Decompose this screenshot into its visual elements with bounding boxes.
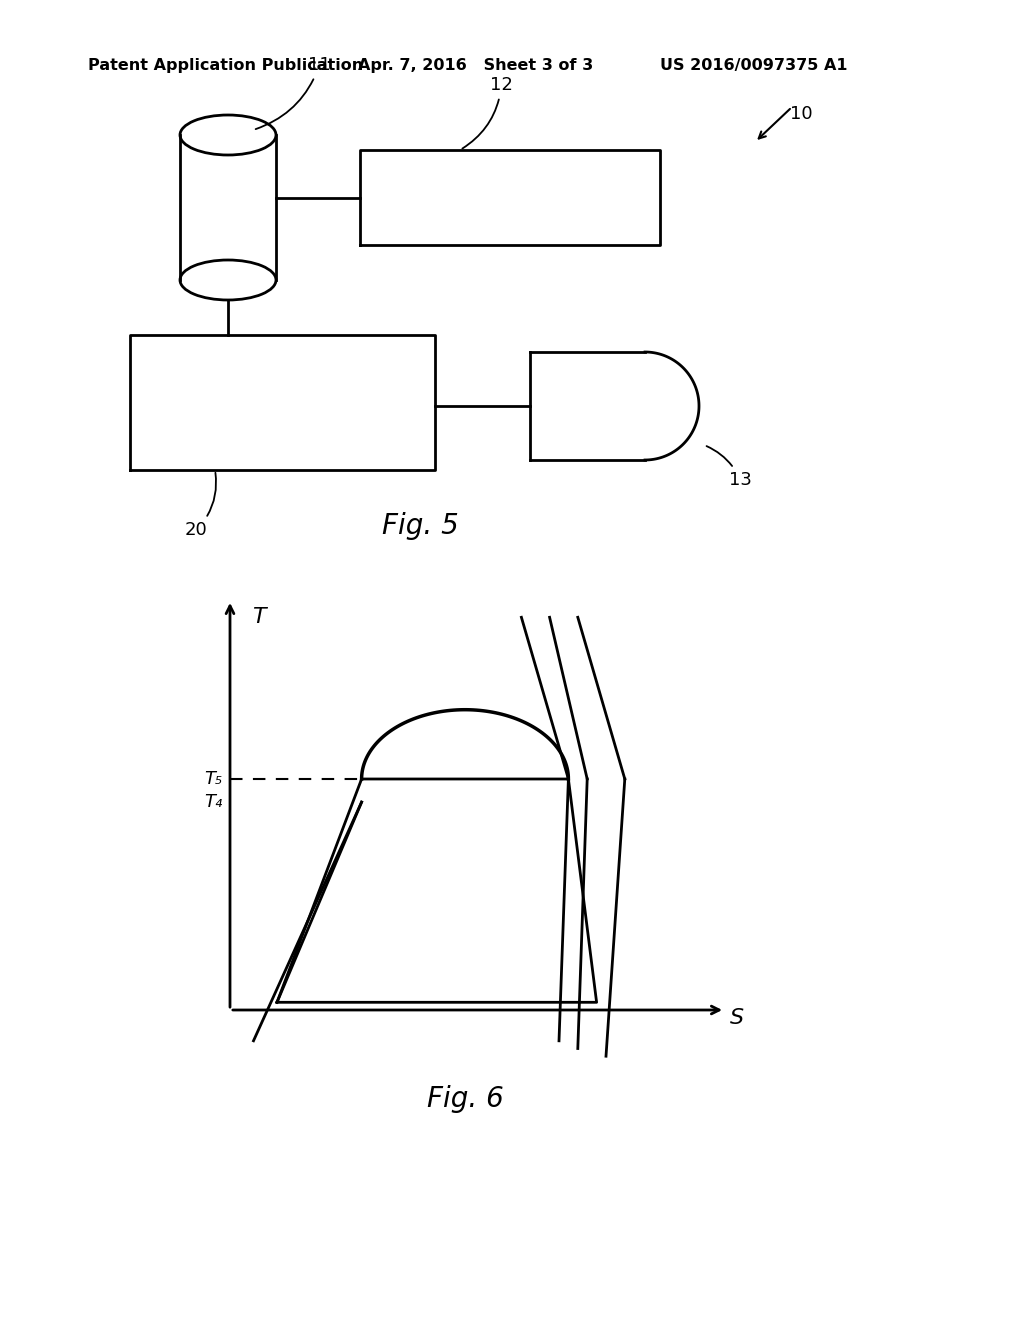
- Text: Fig. 6: Fig. 6: [427, 1085, 504, 1113]
- Text: 11: 11: [256, 55, 331, 129]
- Text: Patent Application Publication: Patent Application Publication: [88, 58, 364, 73]
- Text: US 2016/0097375 A1: US 2016/0097375 A1: [660, 58, 848, 73]
- Text: T: T: [252, 607, 265, 627]
- Text: 12: 12: [463, 77, 513, 149]
- Text: S: S: [730, 1008, 744, 1028]
- Text: T₄: T₄: [204, 793, 222, 810]
- Text: Fig. 5: Fig. 5: [382, 512, 459, 540]
- Text: Apr. 7, 2016   Sheet 3 of 3: Apr. 7, 2016 Sheet 3 of 3: [358, 58, 593, 73]
- Text: T₅: T₅: [204, 770, 222, 788]
- Text: 20: 20: [185, 473, 216, 539]
- Text: 13: 13: [707, 446, 752, 488]
- Text: 10: 10: [790, 106, 813, 123]
